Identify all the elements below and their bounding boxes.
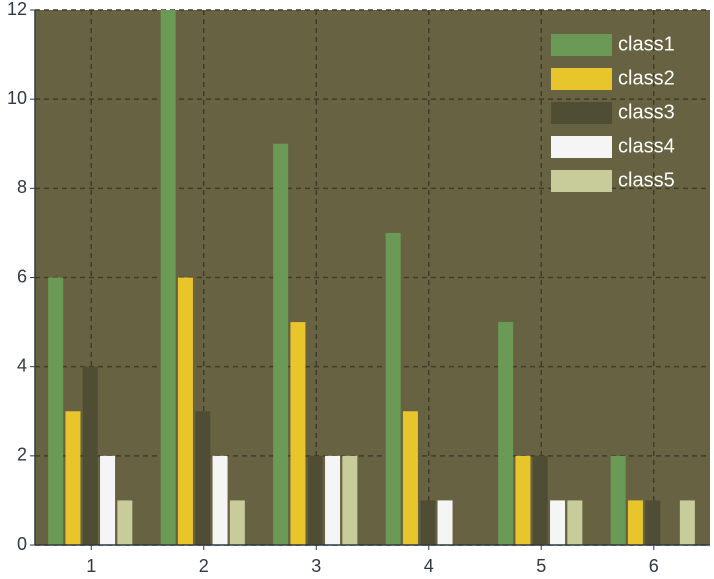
y-tick-label: 10 — [7, 88, 27, 108]
bar — [325, 455, 341, 545]
x-tick-label: 1 — [86, 556, 96, 576]
bar — [420, 500, 436, 545]
bar — [117, 500, 133, 545]
bar — [385, 232, 401, 545]
legend-swatch — [551, 102, 612, 124]
x-tick-label: 4 — [424, 556, 434, 576]
bar — [532, 455, 548, 545]
bar — [48, 277, 64, 545]
legend-swatch — [551, 170, 612, 192]
bar — [177, 277, 193, 545]
legend-label: class1 — [618, 33, 675, 55]
bar — [342, 455, 358, 545]
y-tick-label: 12 — [7, 0, 27, 19]
bar — [160, 10, 176, 545]
bar — [273, 143, 289, 545]
legend-label: class2 — [618, 67, 675, 89]
x-tick-label: 3 — [311, 556, 321, 576]
bar — [100, 455, 116, 545]
bar — [307, 455, 323, 545]
y-tick-label: 6 — [17, 266, 27, 286]
bar — [290, 322, 306, 545]
bar — [498, 322, 514, 545]
y-tick-label: 8 — [17, 177, 27, 197]
bar — [82, 366, 98, 545]
legend-label: class5 — [618, 169, 675, 191]
legend-label: class3 — [618, 101, 675, 123]
bar — [65, 411, 81, 545]
legend-swatch — [551, 34, 612, 56]
x-tick-label: 6 — [649, 556, 659, 576]
bar — [515, 455, 531, 545]
bar — [550, 500, 566, 545]
x-tick-label: 5 — [536, 556, 546, 576]
bar — [627, 500, 643, 545]
bar — [229, 500, 245, 545]
legend-swatch — [551, 136, 612, 158]
y-tick-label: 0 — [17, 534, 27, 554]
bar — [195, 411, 211, 545]
bar — [645, 500, 661, 545]
legend-label: class4 — [618, 135, 675, 157]
y-tick-label: 2 — [17, 445, 27, 465]
bar — [437, 500, 453, 545]
bar — [402, 411, 418, 545]
bar — [212, 455, 228, 545]
bar — [567, 500, 583, 545]
y-tick-label: 4 — [17, 355, 27, 375]
x-tick-label: 2 — [199, 556, 209, 576]
bar — [610, 455, 626, 545]
bar — [679, 500, 695, 545]
legend-swatch — [551, 68, 612, 90]
